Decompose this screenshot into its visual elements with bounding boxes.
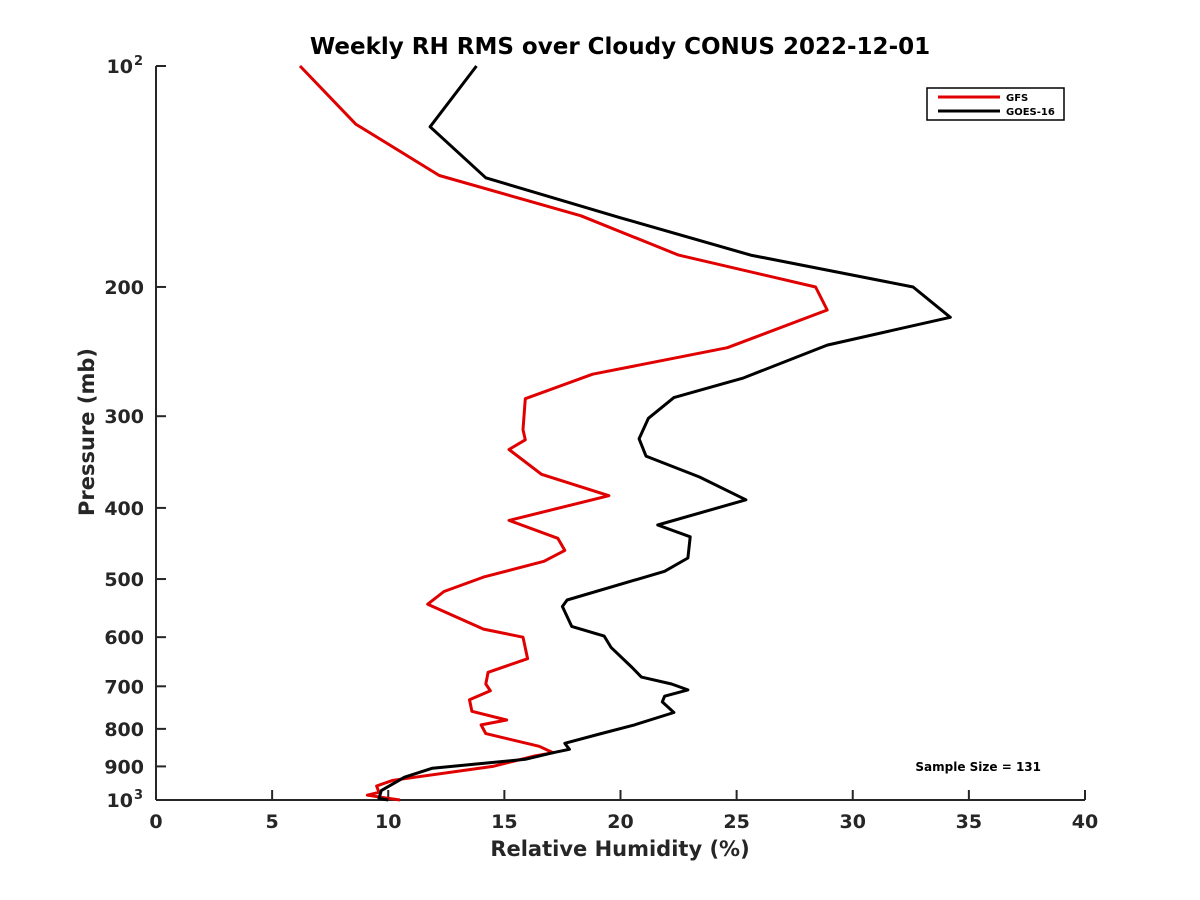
y-tick-label: 10 [107,56,133,78]
x-tick-label: 5 [266,811,279,833]
x-tick-label: 0 [149,811,162,833]
x-tick-label: 40 [1072,811,1098,833]
x-tick-label: 35 [956,811,982,833]
x-axis-title: Relative Humidity (%) [490,837,749,861]
series-line-goes-16 [377,65,952,802]
y-tick-label: 200 [104,277,144,299]
legend: GFS GOES-16 [926,87,1065,121]
sample-size-annotation: Sample Size = 131 [915,760,1041,774]
x-tick-label: 25 [723,811,749,833]
y-tick-label: 500 [104,569,144,591]
y-tick-label: 10 [107,790,133,812]
legend-box [926,87,1065,121]
chart-title: Weekly RH RMS over Cloudy CONUS 2022-12-… [310,34,930,60]
series-layer [298,64,952,802]
y-tick-label: 300 [104,406,144,428]
y-tick-label: 400 [104,498,144,520]
y-tick-label-exponent: 3 [134,788,143,803]
y-tick-label-exponent: 2 [134,54,143,69]
x-tick-label: 20 [607,811,633,833]
y-tick-label: 900 [104,756,144,778]
legend-label-goes16: GOES-16 [1006,107,1055,118]
x-tick-label: 15 [491,811,517,833]
y-tick-label: 700 [104,676,144,698]
x-tick-label: 30 [840,811,866,833]
y-axis-title: Pressure (mb) [75,348,99,516]
y-tick-label: 800 [104,719,144,741]
legend-label-gfs: GFS [1006,93,1028,104]
y-tick-label: 600 [104,627,144,649]
x-tick-label: 10 [375,811,401,833]
